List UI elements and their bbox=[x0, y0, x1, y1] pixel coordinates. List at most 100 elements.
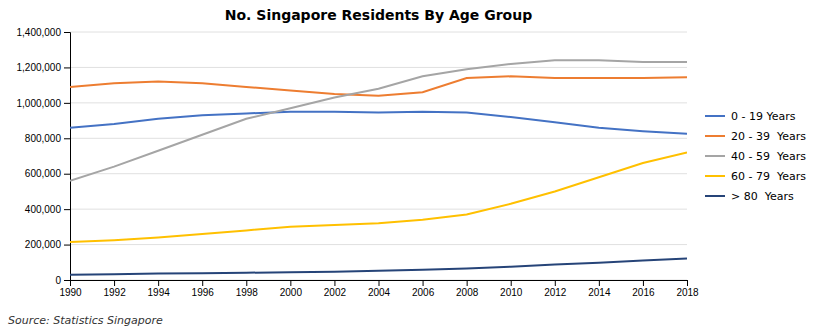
tick-mark bbox=[158, 280, 159, 286]
tick-mark bbox=[64, 32, 70, 33]
tick: 2008 bbox=[456, 280, 479, 298]
tick: 2004 bbox=[368, 280, 391, 298]
legend-label: > 80 Years bbox=[731, 190, 794, 203]
tick: 2006 bbox=[412, 280, 435, 298]
plot-area: 1990 1992 1994 1996 1998 2000 2002 2004 2006 2008… bbox=[17, 27, 700, 298]
grid-line bbox=[70, 67, 687, 68]
y-axis: 0200,000400,000600,000800,0001,000,0001,… bbox=[17, 27, 71, 286]
tick: 2016 bbox=[632, 280, 655, 298]
grid-line bbox=[70, 209, 687, 210]
legend: 0 - 19 Years 20 - 39 Years 40 - 59 Years 60… bbox=[705, 110, 806, 203]
tick-mark bbox=[64, 280, 70, 281]
tick: 1998 bbox=[236, 280, 259, 298]
tick-label: 2018 bbox=[676, 287, 699, 298]
tick: 1,400,000 bbox=[17, 27, 71, 38]
tick-label: 2004 bbox=[368, 287, 391, 298]
tick-mark bbox=[290, 280, 291, 286]
tick-mark bbox=[643, 280, 644, 286]
legend-item: 0 - 19 Years bbox=[705, 110, 796, 123]
tick: 400,000 bbox=[25, 204, 70, 215]
tick-label: 1990 bbox=[59, 287, 82, 298]
legend-label: 60 - 79 Years bbox=[731, 170, 806, 183]
grid-line bbox=[70, 244, 687, 245]
tick-label: 1992 bbox=[103, 287, 126, 298]
grid-line bbox=[70, 173, 687, 174]
legend-swatch bbox=[705, 175, 725, 177]
tick: 2018 bbox=[676, 280, 699, 298]
tick: 1992 bbox=[103, 280, 126, 298]
series-line bbox=[70, 76, 687, 95]
tick-mark bbox=[599, 280, 600, 286]
tick-label: 800,000 bbox=[25, 133, 62, 144]
tick-label: 2002 bbox=[324, 287, 347, 298]
legend-item: > 80 Years bbox=[705, 190, 794, 203]
tick: 1996 bbox=[192, 280, 215, 298]
grid bbox=[70, 32, 687, 280]
chart: 1990 1992 1994 1996 1998 2000 2002 2004 2006 2008… bbox=[0, 0, 827, 332]
legend-label: 40 - 59 Years bbox=[731, 150, 806, 163]
tick-mark bbox=[246, 280, 247, 286]
tick-label: 400,000 bbox=[25, 204, 62, 215]
grid-line bbox=[70, 32, 687, 33]
tick: 2012 bbox=[544, 280, 567, 298]
legend-swatch bbox=[705, 155, 725, 157]
legend-item: 60 - 79 Years bbox=[705, 170, 806, 183]
tick: 800,000 bbox=[25, 133, 70, 144]
tick: 2014 bbox=[588, 280, 611, 298]
legend-swatch bbox=[705, 135, 725, 137]
tick-label: 1998 bbox=[236, 287, 259, 298]
tick-label: 2014 bbox=[588, 287, 611, 298]
tick-mark bbox=[114, 280, 115, 286]
legend-label: 0 - 19 Years bbox=[731, 110, 796, 123]
legend-item: 20 - 39 Years bbox=[705, 130, 806, 143]
tick-mark bbox=[64, 138, 70, 139]
tick-mark bbox=[64, 103, 70, 104]
series-line bbox=[70, 152, 687, 241]
tick-label: 1996 bbox=[192, 287, 215, 298]
legend-swatch bbox=[705, 115, 725, 117]
tick-label: 2000 bbox=[280, 287, 303, 298]
tick: 1,000,000 bbox=[17, 98, 71, 109]
axis-domain bbox=[64, 33, 71, 281]
series-lines bbox=[70, 60, 687, 274]
tick-label: 1,200,000 bbox=[17, 62, 62, 73]
title: No. Singapore Residents By Age Group bbox=[225, 7, 532, 23]
tick-mark bbox=[64, 67, 70, 68]
tick-label: 2016 bbox=[632, 287, 655, 298]
tick-mark bbox=[511, 280, 512, 286]
tick-mark bbox=[334, 280, 335, 286]
tick-mark bbox=[64, 174, 70, 175]
tick-label: 600,000 bbox=[25, 168, 62, 179]
series-line bbox=[70, 258, 687, 274]
x-axis: 1990 1992 1994 1996 1998 2000 2002 2004 2006 2008… bbox=[59, 280, 699, 298]
axis-domain bbox=[71, 281, 688, 287]
series-line bbox=[70, 112, 687, 134]
tick-mark bbox=[687, 280, 688, 286]
annotation: Source: Statistics Singapore bbox=[8, 314, 163, 327]
tick: 600,000 bbox=[25, 168, 70, 179]
tick: 1,200,000 bbox=[17, 62, 71, 73]
tick-label: 2008 bbox=[456, 287, 479, 298]
tick-mark bbox=[202, 280, 203, 286]
tick-mark bbox=[467, 280, 468, 286]
tick-label: 2010 bbox=[500, 287, 523, 298]
tick: 2010 bbox=[500, 280, 523, 298]
tick-mark bbox=[423, 280, 424, 286]
grid-line bbox=[70, 102, 687, 103]
tick-label: 1994 bbox=[148, 287, 171, 298]
tick-mark bbox=[555, 280, 556, 286]
tick-label: 200,000 bbox=[25, 239, 62, 250]
series-line bbox=[70, 60, 687, 180]
legend-item: 40 - 59 Years bbox=[705, 150, 806, 163]
tick: 2000 bbox=[280, 280, 303, 298]
legend-swatch bbox=[705, 195, 725, 197]
tick-label: 2006 bbox=[412, 287, 435, 298]
legend-label: 20 - 39 Years bbox=[731, 130, 806, 143]
tick: 2002 bbox=[324, 280, 347, 298]
tick-mark bbox=[64, 209, 70, 210]
tick: 1990 bbox=[59, 280, 82, 298]
tick: 1994 bbox=[148, 280, 171, 298]
tick-mark bbox=[379, 280, 380, 286]
tick-label: 2012 bbox=[544, 287, 567, 298]
tick-mark bbox=[64, 245, 70, 246]
